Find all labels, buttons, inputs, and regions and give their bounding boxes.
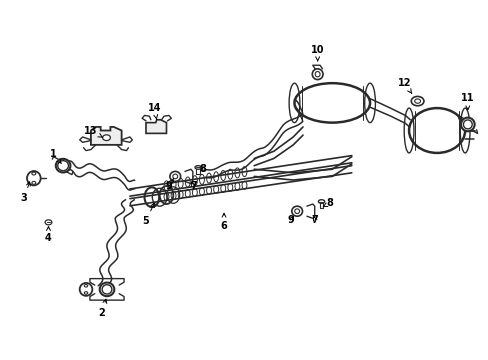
Text: 14: 14 xyxy=(147,103,161,119)
Text: 6: 6 xyxy=(220,213,227,231)
Ellipse shape xyxy=(27,171,41,185)
Text: 12: 12 xyxy=(397,78,411,93)
Ellipse shape xyxy=(408,108,464,153)
Circle shape xyxy=(410,96,423,106)
Text: 7: 7 xyxy=(189,181,196,191)
Text: 4: 4 xyxy=(45,227,52,243)
Text: 8: 8 xyxy=(199,164,206,174)
Text: 2: 2 xyxy=(99,299,106,318)
Text: 5: 5 xyxy=(142,203,154,226)
Text: 9: 9 xyxy=(287,215,294,225)
Circle shape xyxy=(102,135,110,140)
Text: 10: 10 xyxy=(310,45,324,61)
Ellipse shape xyxy=(312,69,323,80)
Polygon shape xyxy=(91,127,122,145)
Ellipse shape xyxy=(294,83,369,123)
Text: 13: 13 xyxy=(84,126,102,138)
Ellipse shape xyxy=(291,206,302,216)
Ellipse shape xyxy=(56,159,70,172)
Text: 3: 3 xyxy=(20,182,30,203)
Text: 7: 7 xyxy=(311,215,318,225)
Polygon shape xyxy=(146,120,166,134)
Text: 9: 9 xyxy=(165,178,173,191)
Text: 8: 8 xyxy=(323,198,333,208)
Text: 1: 1 xyxy=(50,149,61,163)
Ellipse shape xyxy=(100,283,114,296)
Text: 11: 11 xyxy=(460,93,474,110)
Ellipse shape xyxy=(80,283,92,296)
Ellipse shape xyxy=(169,171,180,181)
Ellipse shape xyxy=(460,118,474,131)
